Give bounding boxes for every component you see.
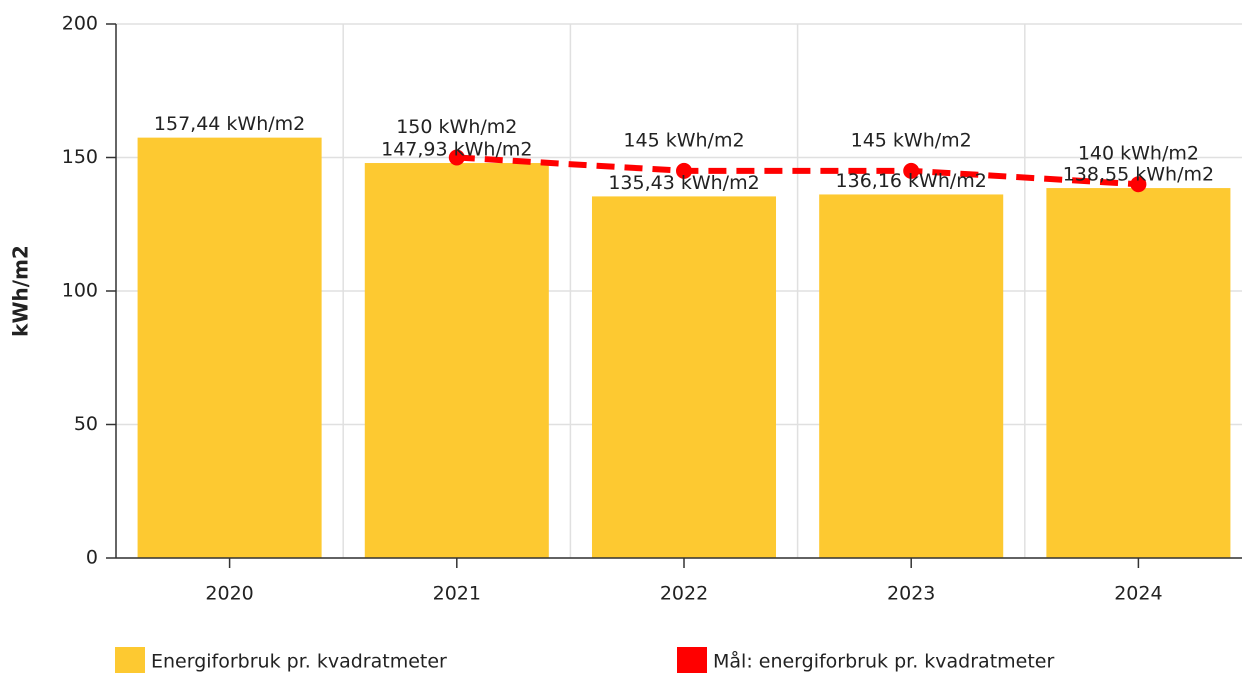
bar bbox=[364, 163, 549, 558]
x-tick-label: 2020 bbox=[205, 583, 253, 605]
data-label: 145 kWh/m2 bbox=[851, 129, 972, 151]
legend-swatch bbox=[677, 647, 707, 673]
bar bbox=[1046, 188, 1231, 558]
data-label: 136,16 kWh/m2 bbox=[836, 170, 987, 192]
marker bbox=[448, 149, 465, 166]
marker bbox=[903, 162, 920, 179]
y-tick-label: 200 bbox=[62, 13, 98, 35]
legend-label: Energiforbruk pr. kvadratmeter bbox=[151, 651, 447, 673]
legend-label: Mål: energiforbruk pr. kvadratmeter bbox=[713, 650, 1054, 673]
y-tick-label: 0 bbox=[86, 547, 98, 569]
y-tick-label: 50 bbox=[74, 413, 98, 435]
bar bbox=[591, 196, 777, 558]
data-label: 145 kWh/m2 bbox=[623, 129, 744, 151]
y-tick-label: 100 bbox=[62, 280, 98, 302]
legend-swatch bbox=[115, 647, 145, 673]
x-tick-label: 2021 bbox=[433, 583, 481, 605]
data-label: 147,93 kWh/m2 bbox=[381, 139, 532, 161]
y-axis-label: kWh/m2 bbox=[9, 245, 33, 337]
marker bbox=[1130, 176, 1147, 193]
bar bbox=[137, 137, 322, 558]
bar bbox=[819, 194, 1004, 558]
marker bbox=[676, 162, 692, 179]
data-label: 150 kWh/m2 bbox=[396, 116, 517, 138]
data-label: 140 kWh/m2 bbox=[1078, 143, 1199, 165]
data-label: 138,55 kWh/m2 bbox=[1063, 164, 1214, 186]
y-tick-label: 150 bbox=[62, 146, 98, 168]
data-label: 157,44 kWh/m2 bbox=[154, 113, 305, 135]
line bbox=[456, 154, 1139, 188]
x-tick-label: 2023 bbox=[887, 583, 935, 605]
x-tick-label: 2022 bbox=[660, 583, 708, 605]
data-label: 135,43 kWh/m2 bbox=[608, 172, 759, 194]
x-tick-label: 2024 bbox=[1114, 583, 1162, 605]
